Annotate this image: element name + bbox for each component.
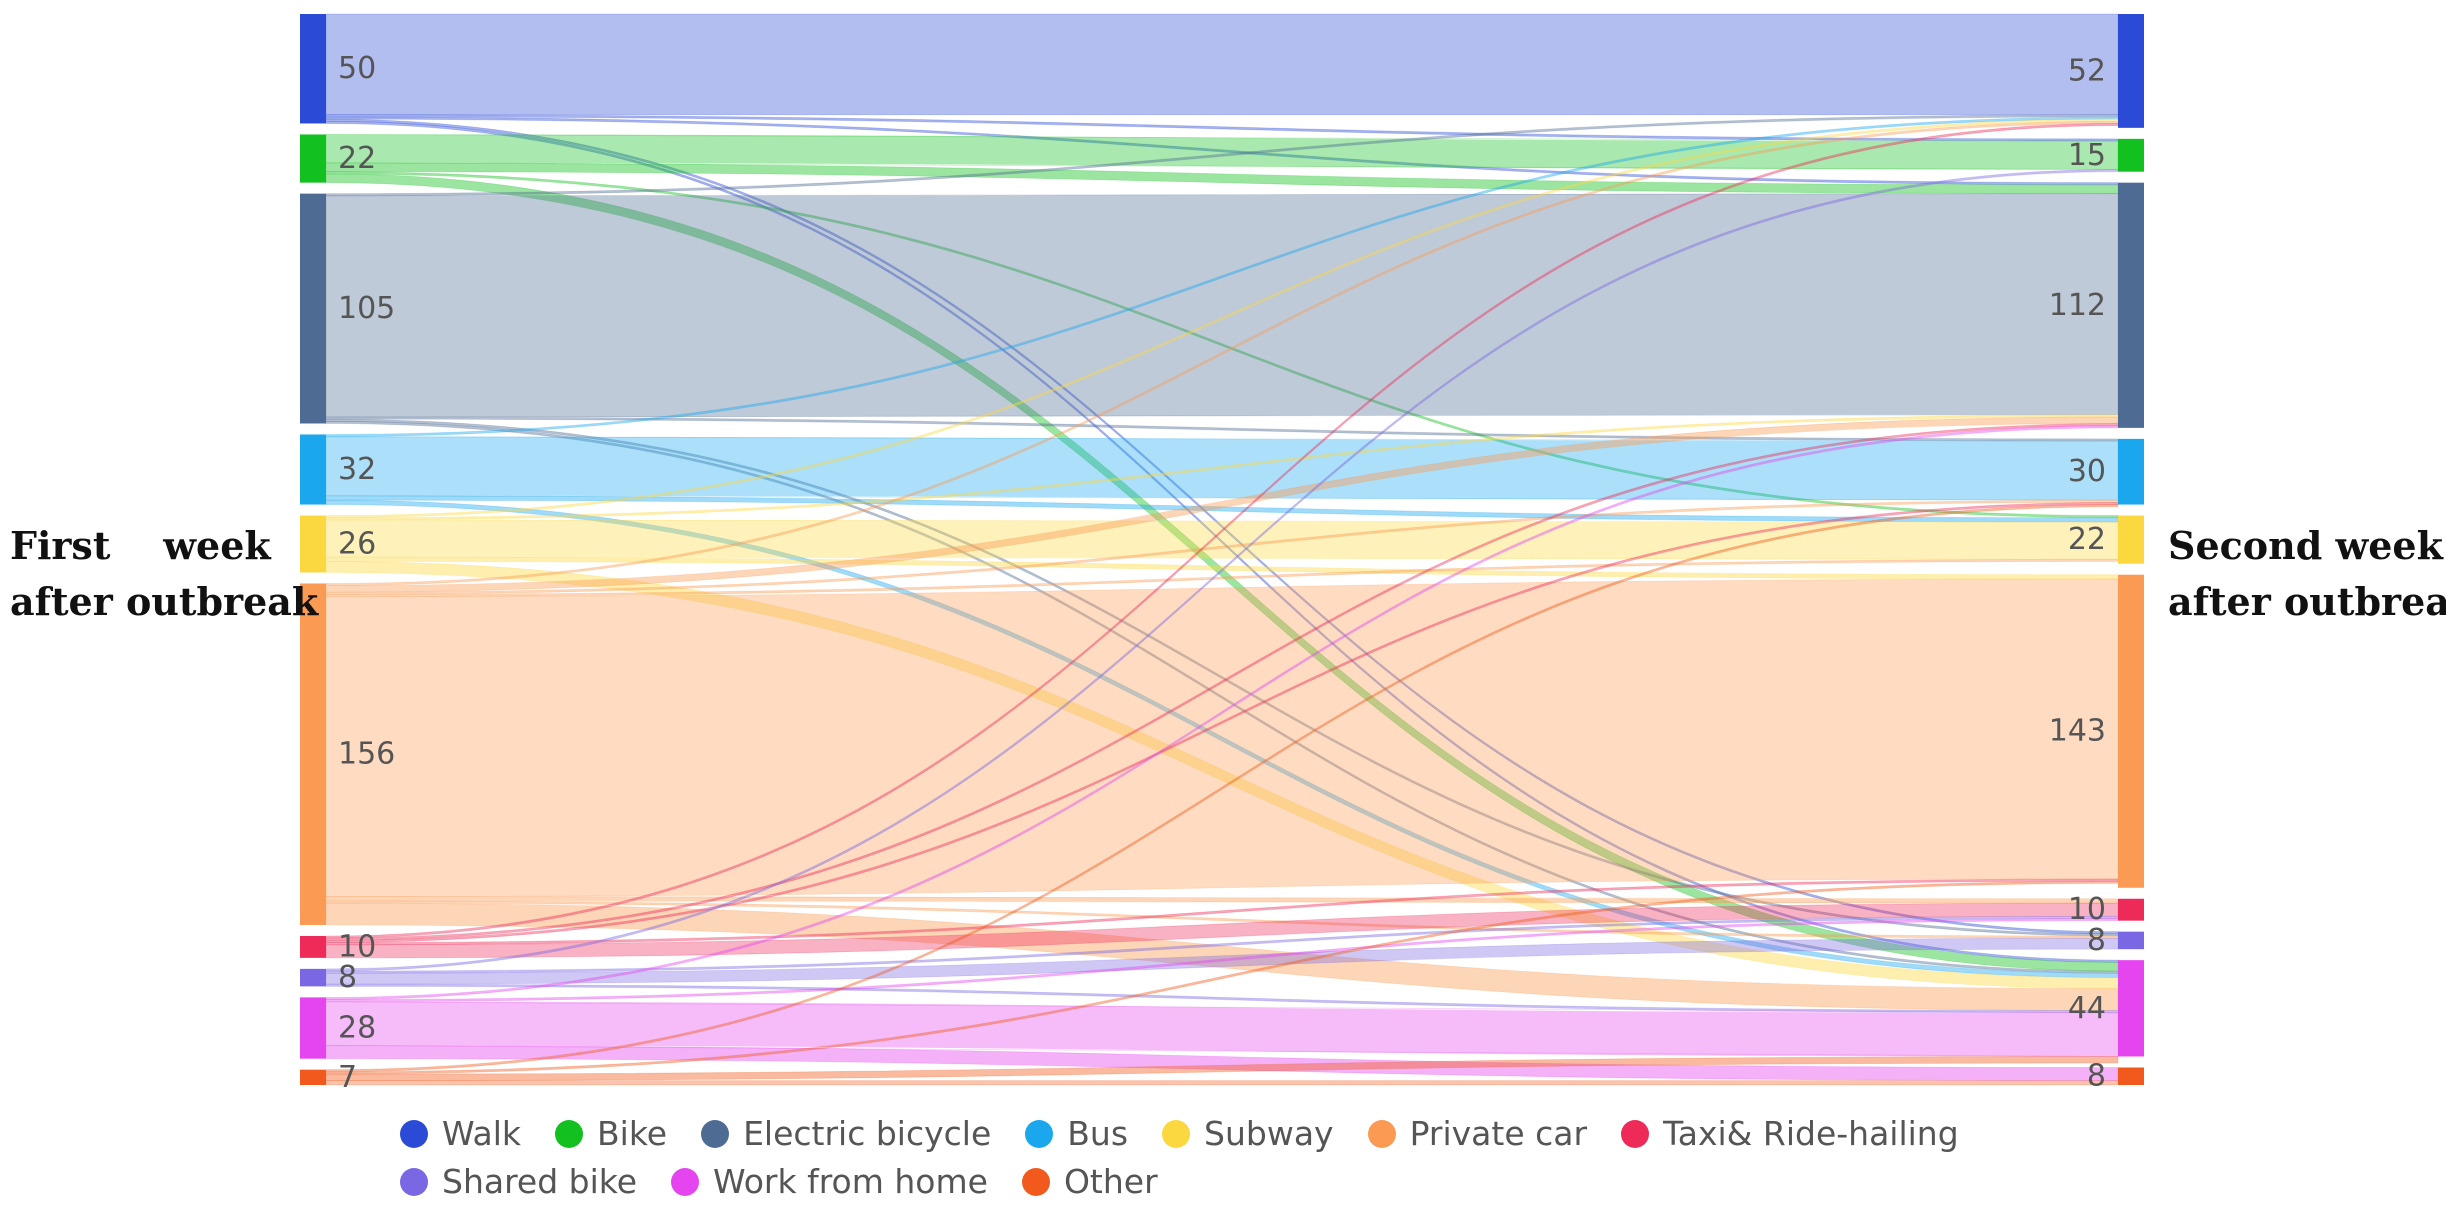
right-axis-title: Second week after outbreak xyxy=(2168,523,2446,624)
label-week2-subway: 22 xyxy=(2068,522,2106,557)
legend-item-private-car[interactable]: Private car xyxy=(1367,1114,1588,1153)
nodes xyxy=(300,14,2144,1085)
label-week1-electric-bicycle: 105 xyxy=(338,291,395,326)
legend-label-taxi-ride-hailing: Taxi& Ride-hailing xyxy=(1663,1114,1959,1153)
node-week2-other xyxy=(2118,1067,2144,1085)
node-week1-taxi-ride-hailing xyxy=(300,935,326,958)
legend-row: Shared bike Work from home Other xyxy=(400,1162,1192,1201)
flow-private-car-to-private-car xyxy=(325,578,2119,897)
node-week1-other xyxy=(300,1069,326,1085)
legend-item-other[interactable]: Other xyxy=(1021,1162,1158,1201)
node-week1-private-car xyxy=(300,583,326,925)
flow-other-to-bus xyxy=(325,504,2119,1073)
legend-swatch-taxi-ride-hailing xyxy=(1621,1119,1650,1148)
legend-swatch-shared-bike xyxy=(400,1167,428,1196)
node-week1-bike xyxy=(300,134,326,183)
label-week2-work-from-home: 44 xyxy=(2068,991,2106,1026)
label-week2-other: 8 xyxy=(2087,1059,2106,1094)
node-week1-work-from-home xyxy=(300,997,326,1059)
node-week1-bus xyxy=(300,434,326,505)
flow-walk-to-walk xyxy=(325,13,2119,116)
legend-row: Walk Bike Electric bicycle Bus Subway Private… xyxy=(400,1114,1993,1153)
flow-electric-bicycle-to-electric-bicycle xyxy=(325,193,2119,418)
node-week2-subway xyxy=(2118,515,2144,564)
node-week2-private-car xyxy=(2118,574,2144,888)
legend-label-subway: Subway xyxy=(1204,1114,1334,1153)
legend-swatch-bike xyxy=(555,1119,584,1148)
legend-label-shared-bike: Shared bike xyxy=(442,1162,638,1201)
label-week1-work-from-home: 28 xyxy=(338,1011,376,1046)
legend-item-work-from-home[interactable]: Work from home xyxy=(671,1162,988,1201)
flow-work-from-home-to-taxi-ride-hailing xyxy=(325,918,2119,1003)
node-week1-subway xyxy=(300,515,326,573)
legend-swatch-private-car xyxy=(1367,1119,1396,1148)
label-week2-taxi-ride-hailing: 10 xyxy=(2068,892,2106,927)
legend-item-walk[interactable]: Walk xyxy=(400,1114,521,1153)
label-week1-bus: 32 xyxy=(338,452,376,487)
legend-item-bike[interactable]: Bike xyxy=(555,1114,667,1153)
legend-swatch-other xyxy=(1021,1167,1050,1196)
legend-item-electric-bicycle[interactable]: Electric bicycle xyxy=(701,1114,991,1153)
legend-swatch-work-from-home xyxy=(671,1167,700,1196)
legend-label-work-from-home: Work from home xyxy=(713,1162,988,1201)
label-week2-bus: 30 xyxy=(2068,454,2106,489)
node-week1-walk xyxy=(300,14,326,124)
node-week1-shared-bike xyxy=(300,968,326,987)
flow-links xyxy=(325,13,2119,1086)
node-week2-work-from-home xyxy=(2118,960,2144,1057)
legend-label-walk: Walk xyxy=(442,1114,522,1153)
label-week2-private-car: 143 xyxy=(2049,714,2106,749)
node-week2-bike xyxy=(2118,138,2144,172)
legend-label-private-car: Private car xyxy=(1409,1114,1588,1153)
legend-item-bus[interactable]: Bus xyxy=(1025,1114,1128,1153)
label-week2-walk: 52 xyxy=(2068,53,2106,88)
node-week2-taxi-ride-hailing xyxy=(2118,898,2144,921)
label-week1-shared-bike: 8 xyxy=(338,960,357,995)
node-week2-bus xyxy=(2118,438,2144,505)
node-week1-electric-bicycle xyxy=(300,193,326,424)
label-week2-electric-bicycle: 112 xyxy=(2049,288,2106,323)
flow-shared-bike-to-bike xyxy=(325,169,2119,972)
flow-other-to-other xyxy=(325,1080,2119,1086)
legend-item-subway[interactable]: Subway xyxy=(1162,1114,1334,1153)
flow-other-to-work-from-home xyxy=(325,1056,2119,1082)
flow-taxi-ride-hailing-to-bus xyxy=(325,501,2119,943)
left-axis-title: First week after outbreak xyxy=(10,523,319,624)
legend-label-bike: Bike xyxy=(597,1114,668,1153)
legend-swatch-electric-bicycle xyxy=(701,1119,730,1148)
legend-label-electric-bicycle: Electric bicycle xyxy=(743,1114,992,1153)
flow-work-from-home-to-electric-bicycle xyxy=(325,425,2119,1000)
label-week2-bike: 15 xyxy=(2068,138,2106,173)
legend-swatch-subway xyxy=(1162,1119,1191,1148)
legend-label-other: Other xyxy=(1063,1162,1158,1201)
label-week1-bike: 22 xyxy=(338,141,376,176)
legend-swatch-walk xyxy=(400,1119,428,1148)
label-week1-subway: 26 xyxy=(338,527,376,562)
node-week2-walk xyxy=(2118,14,2144,128)
legend-item-shared-bike[interactable]: Shared bike xyxy=(400,1162,637,1201)
legend-item-taxi-ride-hailing[interactable]: Taxi& Ride-hailing xyxy=(1621,1114,1959,1153)
node-week2-shared-bike xyxy=(2118,931,2144,950)
legend-label-bus: Bus xyxy=(1067,1114,1129,1153)
legend-swatch-bus xyxy=(1025,1119,1054,1148)
label-week2-shared-bike: 8 xyxy=(2087,923,2106,958)
node-week2-electric-bicycle xyxy=(2118,182,2144,428)
label-week1-other: 7 xyxy=(338,1060,357,1095)
label-week1-private-car: 156 xyxy=(338,737,395,772)
label-week1-walk: 50 xyxy=(338,51,376,86)
label-week1-taxi-ride-hailing: 10 xyxy=(338,929,376,964)
